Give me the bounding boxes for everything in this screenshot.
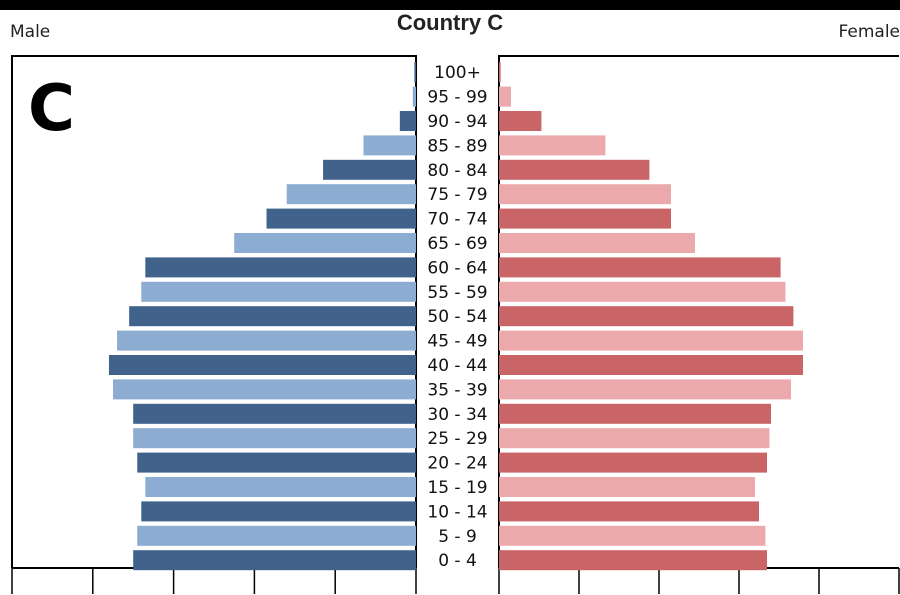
male-bar-20-24 — [137, 452, 417, 473]
age-group-label: 80 - 84 — [427, 161, 487, 181]
male-bar-55-59 — [141, 281, 416, 302]
female-label: Female — [838, 22, 900, 42]
age-group-label: 90 - 94 — [427, 112, 487, 132]
top-border — [0, 0, 900, 8]
male-bar-0-4 — [133, 550, 416, 571]
age-group-label: 95 - 99 — [427, 88, 487, 108]
male-bar-30-34 — [133, 403, 416, 424]
age-group-label: 5 - 9 — [438, 527, 477, 547]
female-bar-15-19 — [499, 477, 755, 497]
age-group-label: 40 - 44 — [427, 356, 487, 376]
male-bar-45-49 — [117, 330, 416, 351]
age-group-label: 45 - 49 — [427, 332, 487, 352]
chart-title: Country C — [396, 10, 504, 35]
female-bar-60-64 — [499, 257, 781, 278]
female-bar-55-59 — [499, 281, 786, 302]
age-group-label: 65 - 69 — [427, 234, 487, 254]
female-bar-10-14 — [499, 501, 759, 522]
male-bar-40-44 — [108, 355, 417, 375]
female-bar-0-4 — [499, 550, 767, 571]
male-bar-70-74 — [266, 208, 416, 229]
female-bar-75-79 — [499, 184, 671, 205]
female-bar-80-84 — [499, 159, 650, 180]
age-group-label: 25 - 29 — [427, 429, 487, 449]
female-bar-5-9 — [499, 525, 766, 546]
male-bar-85-89 — [363, 135, 416, 156]
female-bar-25-29 — [499, 428, 770, 449]
male-bar-50-54 — [129, 306, 416, 327]
female-bar-100+ — [499, 62, 501, 83]
male-bar-35-39 — [113, 379, 416, 400]
panel-letter: C — [28, 72, 75, 146]
female-bar-85-89 — [499, 135, 606, 156]
female-bar-40-44 — [499, 355, 803, 375]
age-group-label: 100+ — [434, 63, 481, 83]
male-bar-5-9 — [137, 525, 417, 546]
female-bar-30-34 — [499, 403, 771, 424]
top-border-line — [0, 8, 900, 10]
age-group-label: 0 - 4 — [438, 551, 477, 571]
female-bar-35-39 — [499, 379, 791, 400]
female-bar-95-99 — [499, 86, 511, 107]
male-bar-60-64 — [145, 257, 416, 278]
female-bar-90-94 — [499, 111, 542, 131]
age-group-label: 20 - 24 — [427, 454, 487, 474]
female-bar-70-74 — [499, 208, 671, 229]
female-bar-50-54 — [499, 306, 794, 327]
age-group-label: 35 - 39 — [427, 380, 487, 400]
male-bar-90-94 — [399, 111, 416, 131]
male-bar-75-79 — [286, 184, 416, 205]
age-group-label: 85 - 89 — [427, 136, 487, 156]
male-label: Male — [10, 22, 51, 42]
age-group-label: 15 - 19 — [427, 478, 487, 498]
male-bar-65-69 — [234, 233, 416, 253]
male-bar-10-14 — [141, 501, 416, 522]
male-bar-25-29 — [133, 428, 416, 449]
age-group-label: 10 - 14 — [427, 502, 487, 522]
male-bar-15-19 — [145, 477, 416, 497]
age-group-label: 55 - 59 — [427, 283, 487, 303]
age-group-label: 75 - 79 — [427, 185, 487, 205]
age-group-label: 50 - 54 — [427, 307, 487, 327]
age-group-label: 70 - 74 — [427, 210, 487, 230]
age-group-label: 30 - 34 — [427, 405, 487, 425]
male-bar-100+ — [414, 62, 416, 83]
female-bar-45-49 — [499, 330, 803, 351]
female-bar-20-24 — [499, 452, 767, 473]
male-bar-95-99 — [412, 86, 416, 107]
female-bar-65-69 — [499, 233, 695, 253]
male-bar-80-84 — [323, 159, 416, 180]
age-group-label: 60 - 64 — [427, 258, 487, 278]
